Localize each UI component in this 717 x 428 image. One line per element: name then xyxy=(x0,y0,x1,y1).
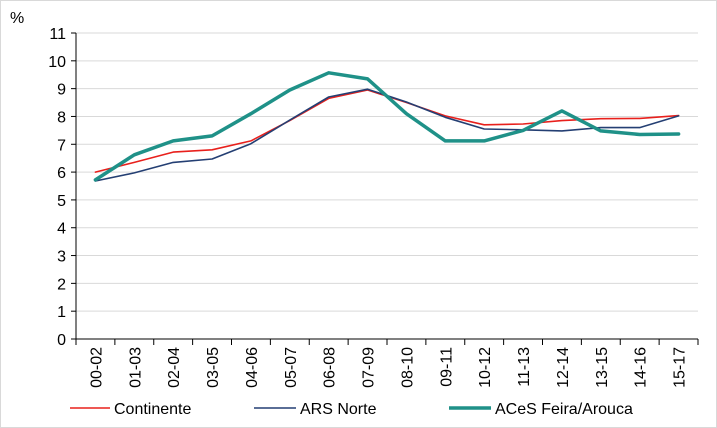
y-tick-label: 5 xyxy=(57,193,66,210)
x-tick-label: 11-13 xyxy=(516,347,533,387)
x-tick-label: 10-12 xyxy=(477,347,494,388)
y-axis-unit-label: % xyxy=(10,10,24,27)
y-tick-label: 10 xyxy=(48,54,66,71)
x-tick-label: 07-09 xyxy=(361,347,378,388)
x-tick-label: 14-16 xyxy=(633,347,650,388)
y-tick-label: 6 xyxy=(57,165,66,182)
y-tick-label: 7 xyxy=(57,137,66,154)
x-tick-label: 04-06 xyxy=(244,347,261,388)
x-tick-label: 09-11 xyxy=(438,347,455,387)
series-lines xyxy=(93,71,681,182)
legend: Continente ARS Norte ACeS Feira/Arouca xyxy=(70,401,633,418)
x-tick-label: 00-02 xyxy=(88,347,105,388)
x-tick-label: 02-04 xyxy=(166,347,183,388)
x-tick-label: 05-07 xyxy=(283,347,300,388)
x-tick-label: 08-10 xyxy=(399,347,416,388)
x-tick-label: 06-08 xyxy=(322,347,339,388)
x-tick-label: 03-05 xyxy=(205,347,222,388)
x-tick-label: 15-17 xyxy=(672,347,689,388)
x-tick-label: 13-15 xyxy=(594,347,611,388)
x-tick-label: 01-03 xyxy=(127,347,144,388)
gridlines xyxy=(76,32,698,312)
series-line-1 xyxy=(94,89,680,173)
x-tick-label: 12-14 xyxy=(555,347,572,388)
legend-label: Continente xyxy=(114,401,191,418)
legend-label: ARS Norte xyxy=(300,401,377,418)
y-tick-label: 0 xyxy=(57,332,66,349)
y-tick-label: 4 xyxy=(57,221,66,238)
y-tick-label: 3 xyxy=(57,249,66,266)
y-tick-label: 9 xyxy=(57,82,66,99)
y-tick-label: 2 xyxy=(57,276,66,293)
series-line-2 xyxy=(94,88,680,182)
series-line-3 xyxy=(93,71,681,182)
axes: 0 1 2 3 4 5 6 7 8 9 10 11% 00-02 01-03 02-04 03-05 04-06… xyxy=(10,10,699,388)
y-tick-label: 1 xyxy=(57,304,66,321)
legend-label: ACeS Feira/Arouca xyxy=(495,401,633,418)
y-tick-label: 8 xyxy=(57,109,66,126)
y-tick-label: 11 xyxy=(49,26,66,43)
